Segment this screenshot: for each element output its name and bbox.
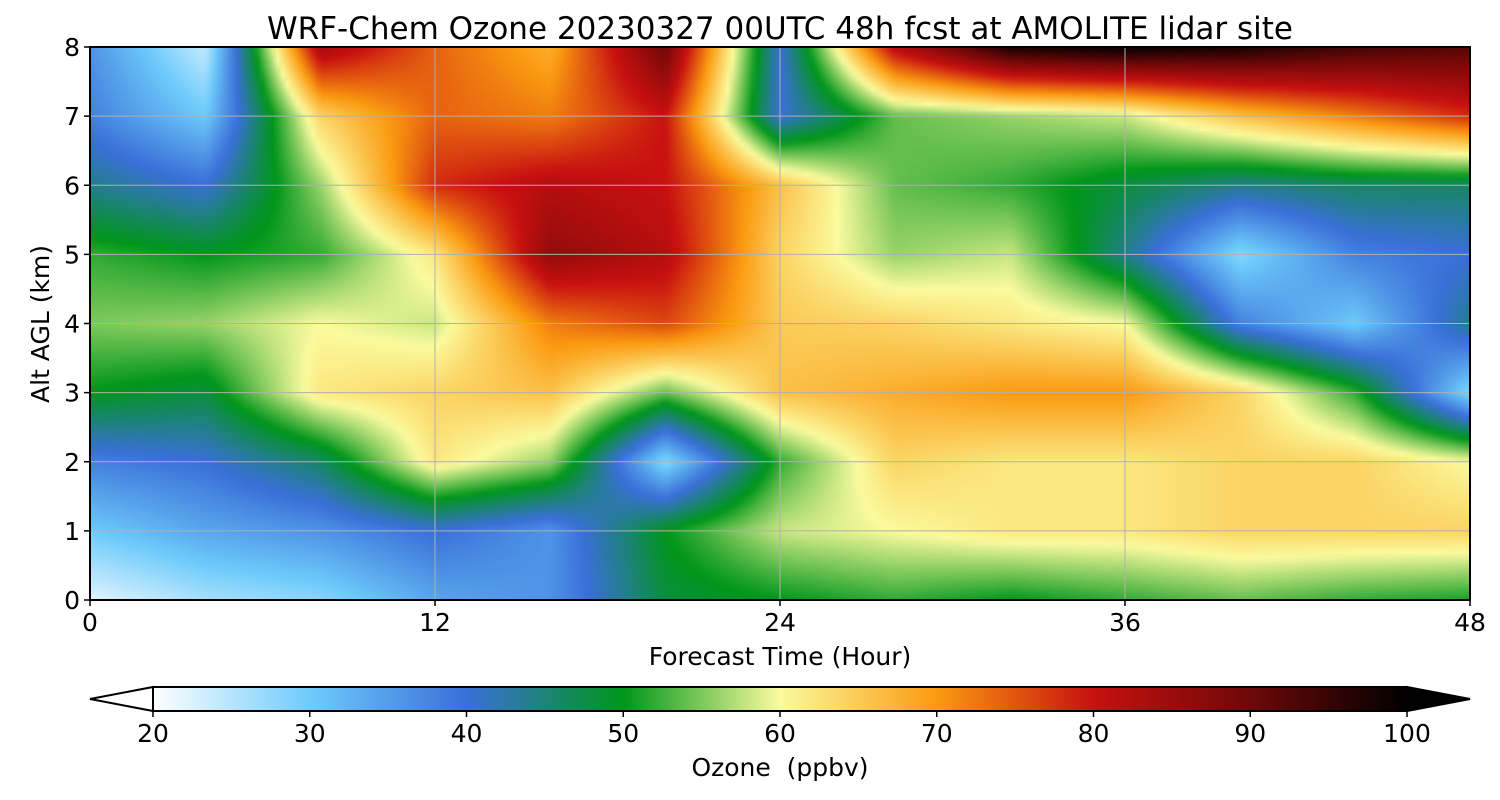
y-tick-label: 3 [64,379,80,408]
x-tick-label: 12 [419,608,451,637]
y-tick-label: 4 [64,310,80,339]
chart-title: WRF-Chem Ozone 20230327 00UTC 48h fcst a… [267,11,1293,47]
y-tick-label: 5 [64,240,80,269]
colorbar-tick-label: 60 [764,719,796,748]
colorbar-tick-label: 100 [1383,719,1431,748]
x-tick-label: 48 [1454,608,1486,637]
y-tick-label: 1 [64,517,80,546]
x-tick-label: 24 [764,608,796,637]
colorbar-tick-label: 30 [294,719,326,748]
colorbar-tick-label: 80 [1078,719,1110,748]
y-tick-label: 2 [64,448,80,477]
heatmap-plot-area [89,46,1471,601]
colorbar-label: Ozone (ppbv) [691,753,868,782]
x-axis-ticks: 0 12 24 36 48 [82,600,1486,637]
colorbar-extend-high [1406,685,1471,713]
x-tick-label: 36 [1109,608,1141,637]
colorbar-tick-label: 90 [1234,719,1266,748]
y-axis-ticks: 0 1 2 3 4 5 6 7 8 [64,33,90,615]
colorbar-scale [152,686,1408,712]
colorbar-extend-low [89,685,154,713]
y-tick-label: 8 [64,33,80,62]
colorbar-ticks: 20 30 40 50 60 70 80 90 100 [137,711,1431,748]
y-tick-label: 0 [64,586,80,615]
x-tick-label: 0 [82,608,98,637]
x-axis-label: Forecast Time (Hour) [649,642,912,671]
colorbar: 20 30 40 50 60 70 80 90 100 Ozone (ppbv) [89,685,1471,782]
colorbar-tick-label: 70 [921,719,953,748]
colorbar-tick-label: 40 [451,719,483,748]
colorbar-tick-label: 50 [607,719,639,748]
y-tick-label: 6 [64,171,80,200]
colorbar-tick-label: 20 [137,719,169,748]
y-tick-label: 7 [64,102,80,131]
y-axis-label: Alt AGL (km) [26,245,55,403]
